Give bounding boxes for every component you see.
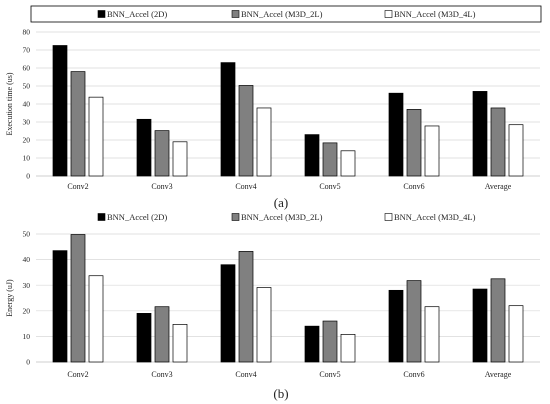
legend: BNN_Accel (2D) BNN_Accel (M3D_2L) BNN_Acce… — [30, 5, 542, 23]
x-tick-label: Conv6 — [403, 182, 424, 191]
bar — [70, 71, 86, 177]
legend-label: BNN_Accel (2D) — [107, 212, 167, 222]
legend-label: BNN_Accel (M3D_4L) — [394, 212, 476, 222]
legend-swatch — [231, 213, 240, 221]
bar — [256, 107, 272, 177]
legend-label: BNN_Accel (M3D_4L) — [394, 9, 476, 19]
legend: BNN_Accel (2D) BNN_Accel (M3D_2L) BNN_Acce… — [97, 212, 476, 222]
bar — [472, 288, 488, 363]
legend-swatch — [384, 213, 393, 221]
x-tick-label: Conv5 — [319, 182, 340, 191]
legend-swatch — [97, 10, 106, 18]
x-tick-label: Conv3 — [151, 370, 172, 379]
bar — [406, 109, 422, 177]
bar — [70, 234, 86, 363]
y-tick-label: 0 — [26, 358, 30, 367]
y-tick-label: 70 — [23, 46, 31, 55]
bar — [136, 118, 152, 177]
panel-label: (a) — [274, 195, 288, 210]
bar — [340, 150, 356, 177]
x-tick-label: Average — [485, 182, 512, 191]
bar — [508, 305, 524, 363]
panel-label: (b) — [273, 386, 288, 401]
x-tick-label: Conv2 — [67, 182, 88, 191]
y-tick-label: 50 — [23, 230, 31, 239]
legend-swatch — [97, 213, 106, 221]
bar — [424, 306, 440, 363]
y-tick-label: 10 — [23, 154, 31, 163]
bar — [388, 289, 404, 363]
y-axis-label: Energy (uJ) — [5, 279, 14, 317]
legend-box — [30, 5, 542, 23]
y-axis: 0 10 20 30 40 50 — [23, 230, 540, 367]
legend-label: BNN_Accel (2D) — [107, 9, 167, 19]
bar — [472, 91, 488, 177]
bar — [220, 264, 236, 363]
bar — [322, 142, 338, 177]
x-tick-label: Average — [485, 370, 512, 379]
legend-label: BNN_Accel (M3D_2L) — [241, 9, 323, 19]
y-tick-label: 30 — [23, 118, 31, 127]
bar — [154, 306, 170, 363]
bars — [52, 234, 524, 363]
bars — [52, 45, 524, 177]
y-tick-label: 60 — [23, 64, 31, 73]
y-tick-label: 30 — [23, 281, 31, 290]
y-tick-label: 40 — [23, 100, 31, 109]
bar — [238, 85, 254, 177]
bar — [406, 280, 422, 363]
bar — [490, 278, 506, 363]
bar — [88, 96, 104, 177]
legend-label: BNN_Accel (M3D_2L) — [241, 212, 323, 222]
bar — [256, 287, 272, 363]
bar — [136, 313, 152, 363]
legend-swatch — [231, 10, 240, 18]
bar — [220, 62, 236, 177]
bar — [340, 334, 356, 363]
y-tick-label: 0 — [26, 172, 30, 181]
bar — [172, 141, 188, 177]
bar — [154, 130, 170, 177]
bar — [172, 324, 188, 363]
bar — [388, 92, 404, 177]
x-tick-label: Conv3 — [151, 182, 172, 191]
bar — [304, 325, 320, 363]
y-tick-label: 50 — [23, 82, 31, 91]
x-tick-label: Conv5 — [319, 370, 340, 379]
bar — [238, 251, 254, 363]
x-tick-label: Conv4 — [235, 182, 256, 191]
y-axis: 0 10 20 30 40 50 60 70 80 — [23, 28, 540, 181]
x-tick-label: Conv6 — [403, 370, 424, 379]
bar — [322, 320, 338, 363]
x-tick-label: Conv2 — [67, 370, 88, 379]
y-tick-label: 40 — [23, 255, 31, 264]
bar — [52, 250, 68, 363]
y-tick-label: 20 — [23, 306, 31, 315]
bar — [490, 107, 506, 177]
y-axis-label: Execution time (us) — [5, 72, 14, 135]
legend-swatch — [384, 10, 393, 18]
bar — [508, 124, 524, 177]
chart-a: BNN_Accel (2D) BNN_Accel (M3D_2L) BNN_Acce… — [5, 5, 542, 210]
y-tick-label: 80 — [23, 28, 31, 37]
bar — [88, 275, 104, 363]
bar — [424, 125, 440, 177]
y-tick-label: 10 — [23, 332, 31, 341]
x-tick-label: Conv4 — [235, 370, 256, 379]
y-tick-label: 20 — [23, 136, 31, 145]
bar — [304, 134, 320, 177]
chart-b: BNN_Accel (2D) BNN_Accel (M3D_2L) BNN_Acce… — [5, 212, 540, 401]
bar — [52, 45, 68, 177]
